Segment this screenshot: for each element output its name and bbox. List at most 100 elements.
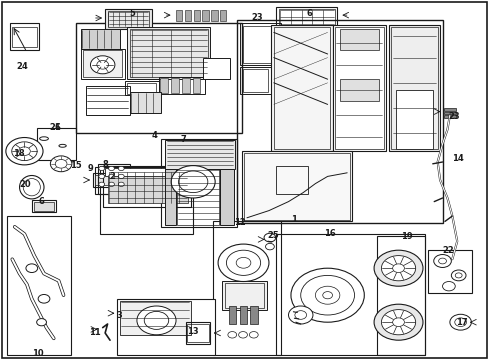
Circle shape <box>118 174 124 179</box>
Circle shape <box>55 159 67 168</box>
Bar <box>192 78 200 93</box>
Bar <box>171 78 179 93</box>
Circle shape <box>392 318 404 327</box>
Circle shape <box>294 311 306 319</box>
Bar <box>273 27 329 149</box>
Bar <box>159 77 205 94</box>
Circle shape <box>118 182 124 186</box>
Bar <box>239 67 271 94</box>
Circle shape <box>373 304 422 340</box>
Bar <box>276 166 307 194</box>
Circle shape <box>99 182 104 186</box>
Text: 4: 4 <box>151 130 157 139</box>
Bar <box>250 306 257 324</box>
Bar <box>102 167 190 207</box>
Bar <box>117 299 215 355</box>
Bar <box>228 306 236 324</box>
Text: 11: 11 <box>89 328 101 337</box>
Bar <box>7 216 71 355</box>
Bar <box>242 151 351 221</box>
Bar <box>443 108 455 111</box>
Circle shape <box>26 264 38 273</box>
Circle shape <box>381 310 415 335</box>
Circle shape <box>144 311 168 329</box>
Bar <box>127 27 210 79</box>
Bar <box>120 301 190 335</box>
Circle shape <box>118 166 124 171</box>
Bar <box>334 27 383 149</box>
Bar <box>239 306 246 324</box>
Bar <box>242 69 268 92</box>
Circle shape <box>264 233 275 242</box>
Text: 10: 10 <box>32 349 43 358</box>
Circle shape <box>442 282 454 291</box>
Text: 21: 21 <box>49 123 61 132</box>
Bar <box>12 27 37 47</box>
Bar <box>100 166 193 234</box>
Bar <box>212 221 281 355</box>
Text: 9: 9 <box>87 164 93 173</box>
Circle shape <box>97 60 108 69</box>
Bar <box>220 10 226 21</box>
Circle shape <box>108 166 114 171</box>
Circle shape <box>90 56 115 74</box>
Bar <box>107 11 149 27</box>
Bar <box>182 78 189 93</box>
Circle shape <box>238 332 247 338</box>
Circle shape <box>322 292 332 299</box>
Circle shape <box>99 166 104 171</box>
Text: 17: 17 <box>455 318 467 327</box>
Bar <box>184 10 191 21</box>
Text: 23: 23 <box>447 112 459 121</box>
Bar <box>93 173 146 187</box>
Text: 12: 12 <box>233 217 245 227</box>
Circle shape <box>300 275 354 315</box>
Text: 2: 2 <box>109 172 115 181</box>
Bar <box>129 29 207 77</box>
Ellipse shape <box>23 179 40 196</box>
Bar <box>161 139 237 227</box>
Text: 8: 8 <box>102 160 108 169</box>
Circle shape <box>381 256 415 281</box>
Ellipse shape <box>40 137 48 140</box>
Bar <box>443 112 455 114</box>
Circle shape <box>12 142 37 161</box>
Bar <box>10 23 39 50</box>
Text: 1: 1 <box>291 215 297 224</box>
Bar <box>177 169 219 225</box>
Circle shape <box>6 138 43 165</box>
Bar <box>95 175 144 185</box>
Bar <box>105 9 151 29</box>
Circle shape <box>288 306 312 324</box>
Circle shape <box>450 270 465 281</box>
Bar <box>23 181 40 194</box>
Text: 6: 6 <box>55 123 61 132</box>
Circle shape <box>236 257 250 268</box>
Bar <box>271 25 332 151</box>
Circle shape <box>108 182 114 186</box>
Circle shape <box>433 255 450 267</box>
Bar <box>107 171 188 203</box>
Bar <box>76 23 242 133</box>
Bar <box>244 153 349 220</box>
Circle shape <box>290 268 364 322</box>
Bar <box>185 322 210 344</box>
Bar <box>276 234 425 355</box>
Bar <box>81 29 120 49</box>
Bar <box>146 177 176 187</box>
Circle shape <box>50 156 72 172</box>
Bar <box>37 128 76 160</box>
Circle shape <box>171 166 215 198</box>
Bar <box>222 281 266 310</box>
Bar <box>129 92 161 113</box>
Bar <box>165 140 234 169</box>
Bar <box>127 83 156 94</box>
Bar <box>278 9 334 25</box>
Text: 13: 13 <box>187 327 199 336</box>
Text: 3: 3 <box>117 310 122 320</box>
Text: 14: 14 <box>451 154 463 163</box>
Bar <box>202 10 208 21</box>
Circle shape <box>315 286 339 304</box>
Bar <box>34 202 54 211</box>
Circle shape <box>454 318 466 327</box>
